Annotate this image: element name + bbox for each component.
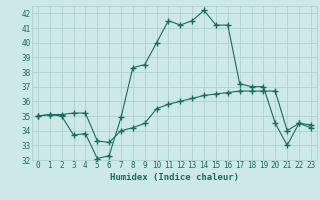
X-axis label: Humidex (Indice chaleur): Humidex (Indice chaleur) — [110, 173, 239, 182]
